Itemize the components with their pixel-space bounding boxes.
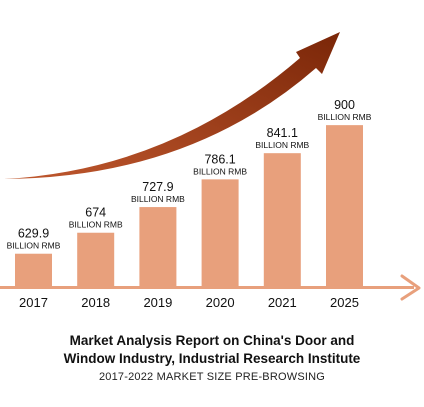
x-tick-label-2021: 2021 xyxy=(268,295,297,310)
value-label-2020: 786.1 xyxy=(204,152,235,166)
unit-label-2017: BILLION RMB xyxy=(7,241,61,251)
chart-subtitle: 2017-2022 MARKET SIZE PRE-BROWSING xyxy=(98,371,326,383)
bar-2017 xyxy=(15,253,52,287)
chart-title-line-1: Market Analysis Report on China's Door a… xyxy=(69,333,355,348)
value-label-2018: 674 xyxy=(85,206,106,220)
x-tick-label-2017: 2017 xyxy=(19,295,48,310)
unit-label-2018: BILLION RMB xyxy=(69,220,123,230)
trend-arrow-icon xyxy=(4,32,340,179)
x-tick-label-2018: 2018 xyxy=(81,295,110,310)
value-label-2019: 727.9 xyxy=(142,180,173,194)
x-tick-label-2019: 2019 xyxy=(143,295,172,310)
bar-2019 xyxy=(139,207,177,287)
unit-label-2021: BILLION RMB xyxy=(255,140,309,150)
value-label-2017: 629.9 xyxy=(18,227,49,241)
x-tick-label-2025: 2025 xyxy=(330,295,359,310)
bar-2021 xyxy=(263,153,301,287)
unit-label-2019: BILLION RMB xyxy=(131,194,185,204)
unit-label-2025: BILLION RMB xyxy=(318,112,372,122)
value-label-2021: 841.1 xyxy=(267,126,298,140)
x-tick-label-2020: 2020 xyxy=(206,295,235,310)
value-label-2025: 900 xyxy=(334,98,355,112)
bar-2025 xyxy=(326,125,363,288)
unit-label-2020: BILLION RMB xyxy=(193,166,247,176)
x-axis-arrow-icon xyxy=(400,274,421,301)
bar-2018 xyxy=(77,232,115,287)
chart-title-line-2: Window Industry, Industrial Research Ins… xyxy=(63,351,361,366)
bar-2020 xyxy=(201,179,239,287)
